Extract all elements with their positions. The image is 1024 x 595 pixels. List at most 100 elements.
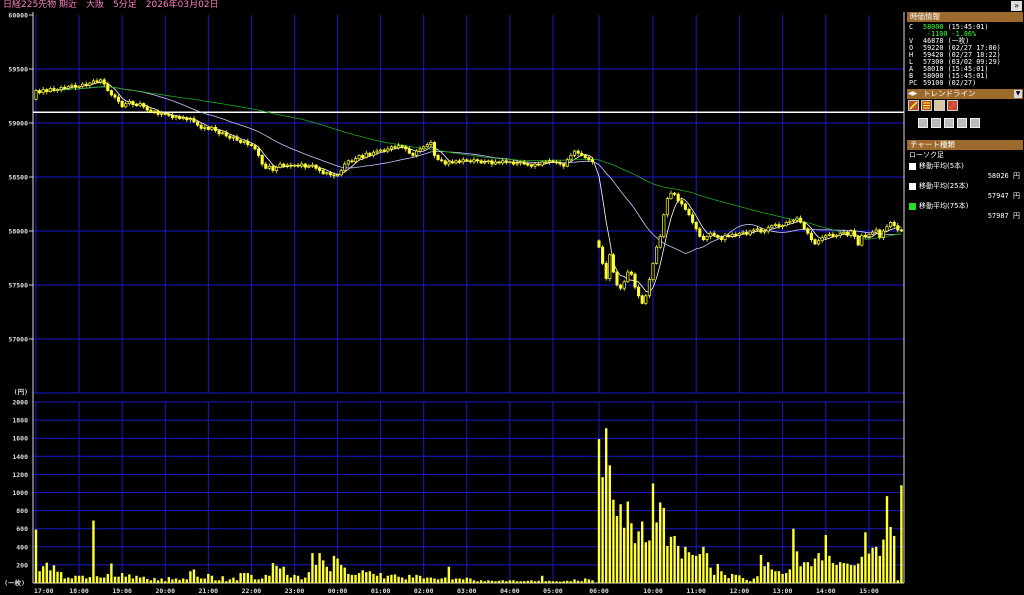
volume-bar [454,578,458,583]
time-tick-label: 01:00 [371,587,391,595]
candle-body [871,231,875,235]
expand-panel-button[interactable]: » [1011,1,1022,11]
volume-bar [350,574,354,583]
dropdown-arrow-icon[interactable]: ▼ [1014,90,1022,98]
cursor-tool-icon[interactable] [918,118,928,128]
volume-bar [99,577,102,583]
quote-row: O 59220 (02/27 17:00) [909,45,1001,52]
volume-bar [332,555,336,583]
time-tick-label: 19:00 [112,587,132,595]
candle-body [145,106,149,111]
volume-bar [662,507,665,583]
candle-body [896,225,900,231]
volume-bar [659,502,662,583]
fibonacci-tool-icon[interactable] [934,100,945,111]
volume-bar [357,573,361,583]
horizontal-lines-tool-icon[interactable] [921,100,932,111]
candle-body [892,222,896,226]
candle-body [318,168,322,171]
delete-tool-icon[interactable] [970,118,980,128]
quote-key: H [909,51,914,59]
candle-body [163,112,167,115]
candle-body [734,233,738,236]
volume-bar [469,578,472,583]
candle-body [404,146,408,150]
candle-body [881,230,885,238]
paste-tool-icon[interactable] [957,118,967,128]
volume-bar [250,574,253,583]
candle-body [479,160,483,164]
ma-legend-item[interactable]: 移動平均(25本) [909,182,968,191]
volume-bar [612,499,615,583]
quote-header: 時価情報 [907,12,1023,22]
candle-body [727,234,731,237]
copy-tool-icon[interactable] [944,118,954,128]
candle-body [745,231,749,235]
candle-body [723,234,727,240]
edit-tool-icon[interactable] [931,118,941,128]
ma-legend-item[interactable]: 移動平均(5本) [909,162,964,171]
candle-body [899,229,903,232]
volume-bar [745,579,748,583]
volume-bar [372,573,375,583]
candlestick-label: ローソク足 [909,151,944,159]
time-tick-label: 20:00 [155,587,175,595]
volume-tick-label: 600 [16,525,28,533]
volume-bar [799,566,802,583]
time-tick-label: 02:00 [414,587,434,595]
volume-bar [289,577,293,583]
volume-tick-label: 1400 [12,453,28,461]
candle-body [411,152,415,156]
candle-body [84,83,88,86]
prev-next-arrow-icon[interactable]: ◀▶ [908,90,918,97]
volume-bar [605,428,608,583]
volume-bar [893,535,896,583]
candle-body [476,159,480,162]
volume-bar [591,580,594,583]
candle-body [860,234,864,246]
ma-legend-item[interactable]: 移動平均(75本) [909,202,968,211]
candle-body [296,164,300,167]
candle-body [432,142,437,156]
candle-body [845,231,849,236]
candle-body [647,279,651,297]
candle-body [436,155,440,161]
candle-body [34,90,38,100]
volume-bar [864,532,867,583]
chart-area[interactable]: 60000 59500 59000 58500 58000 57500 57000 (円) 20… [0,0,906,595]
volume-bar [257,579,260,583]
volume-bar [228,579,232,583]
price-tick-label: 59500 [8,66,28,74]
candle-body [748,230,752,235]
volume-bar [763,566,766,583]
volume-bar [103,577,106,583]
volume-bar [494,581,497,583]
candle-body [170,115,174,118]
trendline-selector[interactable]: ◀▶ トレンドライン ▼ [907,89,1023,99]
candle-body [310,164,314,167]
trendline-label: トレンドライン [923,89,976,98]
candle-body [490,160,494,165]
candle-body [730,233,734,237]
volume-bar [720,571,723,583]
volume-bar [576,580,580,583]
candle-body [429,142,433,145]
volume-bar [573,579,576,583]
candle-body [486,160,490,163]
trendline-tool-icon[interactable] [908,100,919,111]
time-tick-label: 10:00 [643,587,663,595]
quote-key: A [909,65,914,73]
arrow-tool-icon[interactable] [947,100,958,111]
volume-bar [515,581,519,583]
candle-body [497,161,501,164]
candle-body [328,172,332,176]
volume-bar [38,571,41,583]
volume-bar [361,570,364,583]
volume-bar [383,578,386,583]
candle-body [831,233,835,237]
volume-bar [785,573,788,583]
candle-body [41,89,45,94]
volume-bar [655,522,658,583]
candle-body [257,148,261,156]
volume-bar [648,540,651,583]
